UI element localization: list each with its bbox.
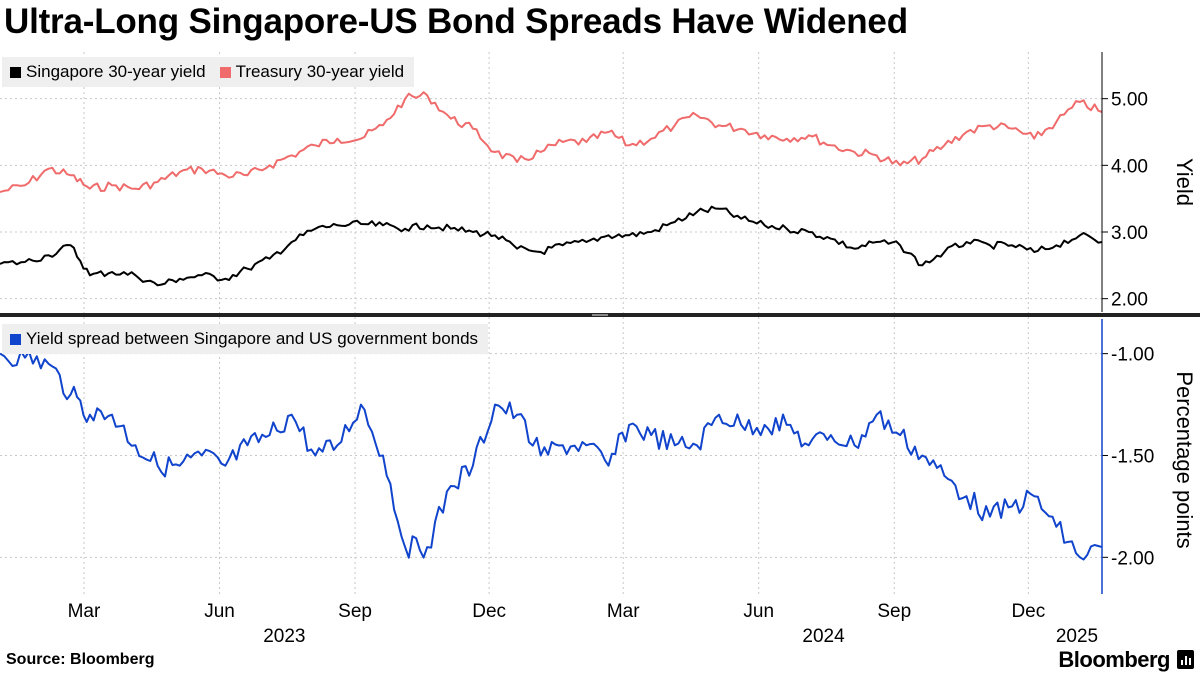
y-tick-label: -2.00 bbox=[1111, 548, 1154, 569]
data-layer bbox=[0, 91, 1103, 561]
x-tick-label: Jun bbox=[743, 601, 774, 622]
x-tick-label: Mar bbox=[607, 601, 640, 622]
legend-swatch-spread bbox=[10, 333, 21, 345]
y-tick-label: -1.00 bbox=[1111, 345, 1154, 366]
chart-title: Ultra-Long Singapore-US Bond Spreads Hav… bbox=[4, 2, 908, 41]
legend-swatch-treasury bbox=[219, 66, 231, 78]
y-tick-label: 3.00 bbox=[1111, 223, 1148, 244]
source-note: Source: Bloomberg bbox=[6, 651, 155, 668]
bottom-y-axis-title: Percentage points bbox=[1172, 371, 1197, 548]
legend-item-spread: Yield spread between Singapore and US go… bbox=[10, 329, 478, 349]
x-tick-label: Sep bbox=[877, 601, 911, 622]
x-tick-label: Mar bbox=[68, 601, 101, 622]
y-tick-label: -1.50 bbox=[1111, 446, 1154, 467]
legend-label-singapore: Singapore 30-year yield bbox=[26, 62, 206, 81]
legend-swatch-singapore bbox=[10, 66, 21, 78]
x-tick-label: Sep bbox=[338, 601, 372, 622]
series-treasury-30y-line bbox=[0, 91, 1103, 193]
series-yield-spread-line bbox=[0, 350, 1103, 561]
legend-item-singapore: Singapore 30-year yield bbox=[10, 62, 206, 82]
top-legend: Singapore 30-year yield Treasury 30-year… bbox=[2, 57, 415, 87]
axis-layer: Mar Jun Sep Dec Mar Jun Sep Dec 2023 2024 2025 2.00… bbox=[0, 52, 1200, 647]
y-tick-label: 4.00 bbox=[1111, 156, 1148, 177]
grid-layer bbox=[0, 52, 1102, 594]
panel-resize-handle bbox=[592, 314, 608, 316]
top-y-axis-title: Yield bbox=[1172, 158, 1197, 206]
year-label: 2023 bbox=[263, 626, 305, 647]
y-tick-label: 2.00 bbox=[1111, 290, 1148, 311]
x-tick-label: Dec bbox=[472, 601, 506, 622]
series-singapore-30y-line bbox=[0, 205, 1103, 287]
legend-item-treasury: Treasury 30-year yield bbox=[219, 62, 405, 82]
y-tick-label: 5.00 bbox=[1111, 90, 1148, 111]
x-tick-label: Dec bbox=[1011, 601, 1045, 622]
year-label: 2025 bbox=[1056, 626, 1098, 647]
legend-label-treasury: Treasury 30-year yield bbox=[235, 62, 405, 81]
legend-label-spread: Yield spread between Singapore and US go… bbox=[26, 329, 479, 348]
x-tick-label: Jun bbox=[204, 601, 235, 622]
bottom-legend: Yield spread between Singapore and US go… bbox=[2, 324, 489, 354]
brand-logo: Bloomberg bbox=[1058, 647, 1170, 672]
bloomberg-chart-icon bbox=[1177, 650, 1194, 669]
year-label: 2024 bbox=[802, 626, 845, 647]
